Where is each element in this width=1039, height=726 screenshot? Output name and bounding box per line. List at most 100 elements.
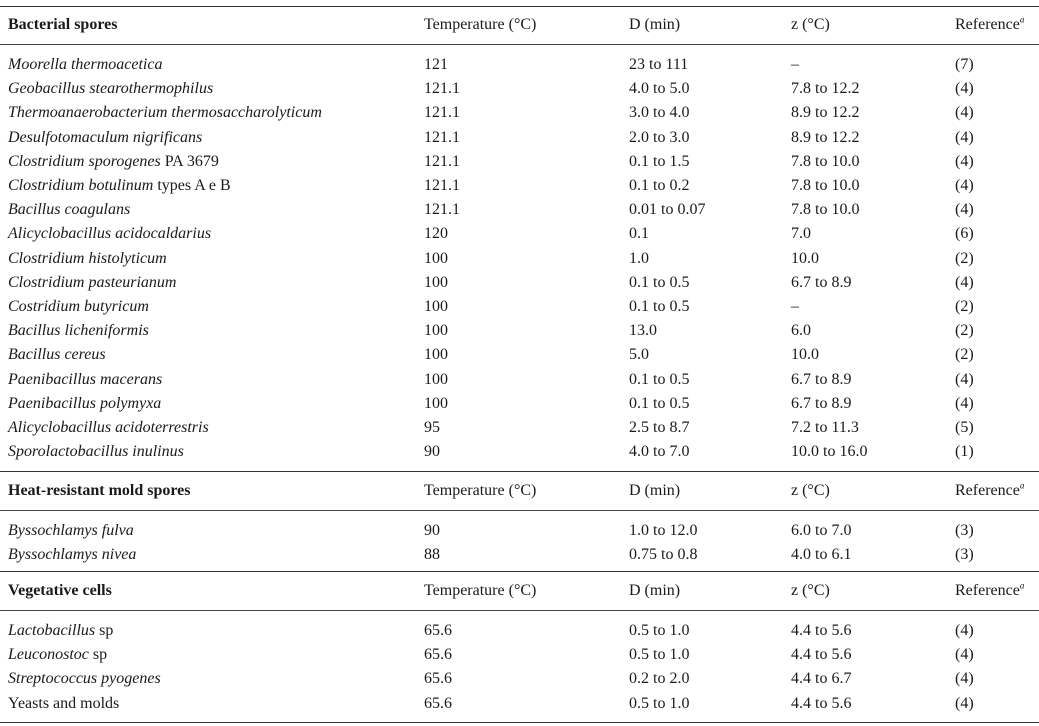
z-value-cell: 6.7 to 8.9 <box>791 370 852 388</box>
z-value-cell: 8.9 to 12.2 <box>791 128 860 146</box>
reference-cell: (4) <box>955 201 974 219</box>
table-row: Geobacillus stearothermophilus 121.1 4.0 t… <box>0 78 1039 100</box>
reference-cell: (4) <box>955 622 974 639</box>
z-value-cell: 4.4 to 6.7 <box>791 670 852 688</box>
table-row: Yeasts and molds 65.6 0.5 to 1.0 4.4 to 5.6… <box>0 693 1039 715</box>
d-value-cell: 0.5 to 1.0 <box>629 694 690 712</box>
d-value-cell: 4.0 to 7.0 <box>629 443 690 461</box>
organism-name-italic: Bacillus coagulans <box>8 201 131 219</box>
footnote-marker: a <box>1019 14 1025 25</box>
organism-name-italic: Costridium butyricum <box>8 298 149 315</box>
organism-name: Paenibacillus macerans <box>8 369 162 391</box>
d-value-cell: 13.0 <box>629 322 657 340</box>
organism-name-italic: Thermoanaerobacterium thermosaccharolyti… <box>8 104 322 122</box>
column-header-d-value: D (min) <box>629 16 681 33</box>
organism-name-italic: Paenibacillus macerans <box>8 370 163 388</box>
organism-name: Leuconostoc sp <box>8 644 107 666</box>
reference-cell: (4) <box>955 104 974 122</box>
table-row: Byssochlamys nivea 88 0.75 to 0.8 4.0 to 6.… <box>0 544 1039 566</box>
temperature-cell: 100 <box>424 370 448 388</box>
organism-name: Alicyclobacillus acidoterrestris <box>8 417 209 439</box>
table-bottom-rule <box>0 722 1039 723</box>
d-value-cell: 0.1 to 0.5 <box>629 298 690 315</box>
d-value-cell: 1.0 <box>629 249 649 267</box>
organism-name: Bacillus cereus <box>8 344 106 366</box>
temperature-cell: 100 <box>424 273 448 291</box>
table-row: Streptococcus pyogenes 65.6 0.2 to 2.0 4.4 … <box>0 668 1039 690</box>
d-value-cell: 0.1 to 0.5 <box>629 273 690 291</box>
temperature-cell: 121.1 <box>424 201 460 219</box>
temperature-cell: 65.6 <box>424 646 452 664</box>
temperature-cell: 121.1 <box>424 80 460 98</box>
organism-name: Clostridium sporogenes PA 3679 <box>8 151 219 173</box>
z-value-cell: 6.0 <box>791 322 811 340</box>
organism-name: Clostridium pasteurianum <box>8 272 176 294</box>
organism-name: Geobacillus stearothermophilus <box>8 78 213 100</box>
reference-cell: (4) <box>955 128 974 146</box>
section-header-row: Bacterial spores Temperature (°C) D (min) z… <box>0 14 1039 36</box>
organism-name-italic: Byssochlamys fulva <box>8 522 134 539</box>
section-divider-rule <box>0 471 1039 472</box>
temperature-cell: 121 <box>424 56 448 73</box>
d-value-cell: 2.0 to 3.0 <box>629 128 690 146</box>
section-header-row: Vegetative cells Temperature (°C) D (min) z… <box>0 580 1039 602</box>
d-value-cell: 5.0 <box>629 346 649 364</box>
z-value-cell: 10.0 <box>791 346 819 364</box>
z-value-cell: 4.4 to 5.6 <box>791 694 852 712</box>
d-value-cell: 23 to 111 <box>629 56 689 73</box>
column-header-temperature: Temperature (°C) <box>424 16 537 33</box>
temperature-cell: 100 <box>424 298 448 315</box>
table-row: Bacillus coagulans 121.1 0.01 to 0.07 7.8 t… <box>0 199 1039 221</box>
table-row: Paenibacillus macerans 100 0.1 to 0.5 6.7 t… <box>0 369 1039 391</box>
organism-name: Yeasts and molds <box>8 693 119 715</box>
temperature-cell: 121.1 <box>424 177 460 194</box>
reference-cell: (4) <box>955 273 974 291</box>
z-value-cell: 6.7 to 8.9 <box>791 273 852 291</box>
organism-name-italic: Bacillus cereus <box>8 346 106 364</box>
organism-name-suffix: PA 3679 <box>160 152 219 170</box>
d-value-cell: 0.2 to 2.0 <box>629 670 690 688</box>
z-value-cell: 6.0 to 7.0 <box>791 522 852 539</box>
organism-name: Bacillus coagulans <box>8 199 130 221</box>
z-value-cell: – <box>791 56 799 73</box>
z-value-cell: 8.9 to 12.2 <box>791 104 860 122</box>
d-value-cell: 4.0 to 5.0 <box>629 80 690 98</box>
table-row: Paenibacillus polymyxa 100 0.1 to 0.5 6.7 t… <box>0 393 1039 415</box>
table-row: Alicyclobacillus acidocaldarius 120 0.1 7.0… <box>0 223 1039 245</box>
table-row: Sporolactobacillus inulinus 90 4.0 to 7.0 1… <box>0 441 1039 463</box>
organism-name-italic: Lactobacillus <box>8 622 96 639</box>
d-value-cell: 0.1 to 0.5 <box>629 394 690 412</box>
z-value-cell: 4.4 to 5.6 <box>791 622 852 639</box>
table-row: Clostridium botulinum types A e B 121.1 0.… <box>0 175 1039 197</box>
organism-name: Desulfotomaculum nigrificans <box>8 127 202 149</box>
organism-name: Costridium butyricum <box>8 296 149 318</box>
organism-name: Clostridium histolyticum <box>8 248 167 270</box>
d-value-cell: 3.0 to 4.0 <box>629 104 690 122</box>
d-value-cell: 0.5 to 1.0 <box>629 622 690 639</box>
z-value-cell: – <box>791 298 799 315</box>
column-header-reference-label: Reference <box>955 16 1020 33</box>
temperature-cell: 121.1 <box>424 128 460 146</box>
header-underline-rule <box>0 44 1039 45</box>
table-row: Desulfotomaculum nigrificans 121.1 2.0 to … <box>0 127 1039 149</box>
organism-name: Byssochlamys nivea <box>8 544 136 566</box>
table-row: Alicyclobacillus acidoterrestris 95 2.5 to… <box>0 417 1039 439</box>
column-header-reference-label: Reference <box>955 582 1020 599</box>
organism-name: Byssochlamys fulva <box>8 520 134 542</box>
reference-cell: (2) <box>955 298 974 315</box>
organism-name-italic: Byssochlamys nivea <box>8 546 137 564</box>
z-value-cell: 7.2 to 11.3 <box>791 419 859 436</box>
z-value-cell: 10.0 <box>791 249 819 267</box>
organism-name: Alicyclobacillus acidocaldarius <box>8 223 211 245</box>
organism-name-italic: Desulfotomaculum nigrificans <box>8 128 203 146</box>
organism-name: Clostridium botulinum types A e B <box>8 175 231 197</box>
reference-cell: (2) <box>955 346 974 364</box>
reference-cell: (3) <box>955 546 974 564</box>
d-value-cell: 2.5 to 8.7 <box>629 419 690 436</box>
d-value-cell: 0.1 to 1.5 <box>629 152 690 170</box>
reference-cell: (4) <box>955 694 974 712</box>
organism-name: Paenibacillus polymyxa <box>8 393 161 415</box>
column-header-reference: Referencea <box>955 580 1024 602</box>
organism-name-italic: Clostridium pasteurianum <box>8 273 177 291</box>
temperature-cell: 88 <box>424 546 440 564</box>
